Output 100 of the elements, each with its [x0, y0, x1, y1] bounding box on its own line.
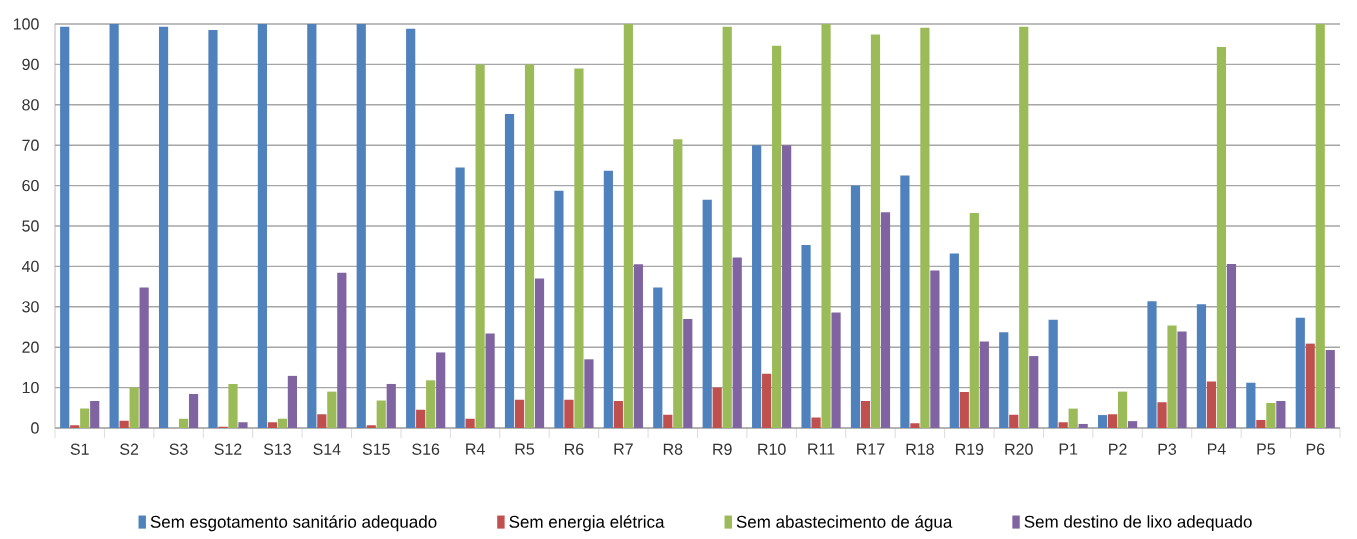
bar [1147, 301, 1157, 429]
bar [485, 333, 495, 429]
bar [376, 400, 386, 429]
x-tick-label: P3 [1158, 443, 1177, 456]
x-tick-label: P4 [1207, 443, 1226, 455]
bar [228, 384, 238, 429]
bar [811, 417, 821, 429]
bar [465, 418, 475, 429]
bar [1058, 422, 1068, 429]
bar [158, 26, 169, 429]
bar [1177, 331, 1187, 429]
bar [663, 414, 673, 429]
bar [1266, 403, 1276, 429]
y-tick-label: 60 [22, 180, 39, 192]
y-tick-label: 100 [13, 18, 39, 30]
bar [821, 24, 831, 429]
x-tick-label: R11 [808, 443, 835, 455]
bar [257, 24, 267, 429]
bar [1019, 26, 1029, 429]
bar [782, 145, 792, 429]
bar [327, 391, 337, 429]
bar [920, 27, 930, 429]
y-tick-label: 20 [22, 341, 39, 354]
bar [702, 199, 712, 429]
bar [564, 399, 574, 429]
bar [188, 394, 199, 429]
bar [1078, 424, 1088, 429]
bar [406, 28, 416, 429]
bar [633, 264, 643, 429]
x-tick-label: R19 [955, 443, 984, 456]
y-tick-label: 50 [22, 220, 39, 232]
bar [732, 257, 742, 429]
bar [801, 245, 811, 429]
bar [1167, 325, 1177, 429]
bar [880, 212, 891, 429]
bar [673, 139, 683, 429]
bar [475, 64, 485, 429]
bar [999, 332, 1009, 429]
bar [969, 213, 979, 429]
bar [979, 341, 989, 429]
bar [317, 414, 327, 429]
bar [1256, 420, 1266, 429]
x-tick-label: S2 [120, 443, 139, 456]
bar [129, 387, 139, 429]
bar [930, 270, 940, 429]
y-tick-label: 0 [31, 422, 39, 434]
bar [337, 273, 347, 429]
bar [109, 24, 119, 429]
bar [416, 409, 426, 429]
bar [426, 380, 436, 429]
bar [603, 170, 613, 429]
x-tick-label: S13 [263, 443, 291, 456]
bar [762, 374, 772, 429]
bar [534, 278, 545, 429]
x-tick-label: P6 [1306, 443, 1325, 456]
bar [267, 422, 277, 429]
bar [514, 399, 525, 429]
legend-label: Sem destino de lixo adequado [1024, 515, 1252, 532]
y-tick-label: 80 [22, 99, 39, 111]
bar [653, 287, 663, 429]
bar [90, 401, 100, 429]
x-tick-label: R20 [1005, 443, 1033, 456]
bar [554, 191, 564, 429]
bar [366, 425, 376, 429]
bar [623, 24, 633, 429]
y-tick-label: 70 [22, 139, 39, 152]
bar [208, 30, 218, 429]
bar [455, 167, 465, 429]
bar [1068, 408, 1078, 429]
legend-label: Sem esgotamento sanitário adequado [150, 515, 437, 532]
x-tick-label: S12 [214, 443, 242, 456]
x-tick-label: S16 [412, 443, 440, 456]
bar [1009, 414, 1019, 429]
bar [613, 401, 623, 429]
bar [1276, 401, 1286, 429]
bar [1127, 421, 1138, 429]
bar [900, 175, 910, 429]
bar [1226, 264, 1237, 429]
bar [80, 408, 90, 429]
bar [1157, 402, 1167, 429]
x-tick-label: S1 [70, 443, 89, 456]
legend-label: Sem energia elétrica [509, 515, 665, 532]
bar [722, 26, 732, 429]
bar [287, 376, 298, 429]
bar [386, 384, 396, 429]
bar [1029, 356, 1039, 429]
bar [1108, 414, 1118, 429]
bar [831, 312, 841, 429]
x-tick-label: R5 [515, 443, 535, 455]
bar [277, 418, 287, 429]
x-tick-label: R17 [857, 443, 885, 455]
bar [238, 422, 248, 429]
bar [504, 114, 515, 429]
x-tick-label: R7 [614, 443, 633, 455]
x-tick-label: P5 [1257, 443, 1275, 455]
x-tick-label: R10 [758, 443, 786, 456]
bar [1196, 304, 1207, 429]
bar [70, 425, 80, 429]
bar [910, 423, 920, 429]
x-tick-label: R9 [713, 443, 732, 456]
